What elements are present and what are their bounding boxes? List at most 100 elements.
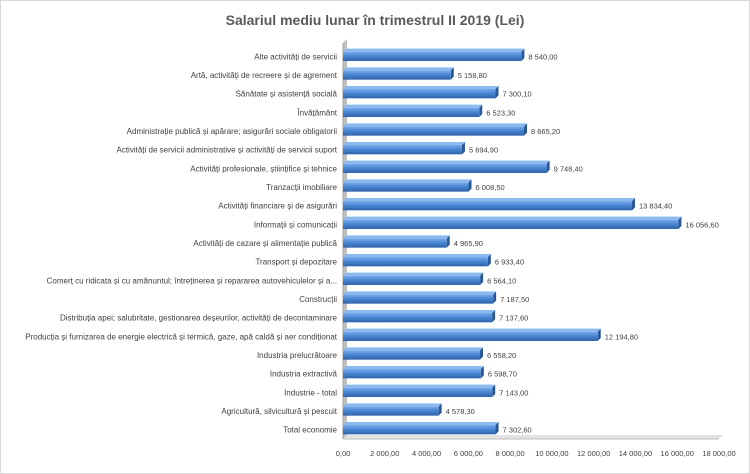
bar (343, 51, 522, 61)
data-label: 6 564,10 (487, 276, 516, 285)
data-label: 8 665,20 (531, 127, 560, 136)
category-label: Producția și furnizarea de energie elect… (25, 332, 338, 341)
bar-side (480, 272, 484, 285)
bar-top (343, 235, 450, 239)
x-tick-label: 6 000,00 (454, 449, 483, 458)
bar (343, 369, 481, 379)
bar (343, 275, 481, 285)
plot-area: 0,00 2 000,00 4 000,00 6 000,00 8 000,00 10 0… (25, 39, 736, 458)
bar-side (546, 160, 550, 173)
x-tick-label: 4 000,00 (412, 449, 441, 458)
data-label: 7 300,10 (502, 90, 531, 99)
data-label: 6 933,40 (495, 258, 524, 267)
bar-top (343, 366, 484, 369)
bar (343, 219, 679, 229)
category-label: Învățământ (296, 108, 337, 117)
data-label: 7 143,00 (499, 388, 528, 397)
category-label: Distribuția apei; salubritate, gestionar… (60, 314, 338, 323)
category-label: Tranzacții imobiliare (266, 183, 337, 192)
bar (343, 350, 480, 360)
bar (343, 163, 547, 173)
bar (343, 126, 525, 136)
bar-top (343, 422, 499, 425)
bar-top (343, 48, 525, 52)
x-tick-label: 18 000,00 (702, 449, 735, 458)
bar (343, 294, 494, 304)
category-label: Activități financiare și de asigurări (218, 202, 337, 211)
category-label: Industrie - total (284, 388, 337, 397)
bar-top (343, 216, 682, 220)
bar-side (487, 254, 491, 267)
bar-top (343, 310, 496, 313)
x-tick-label: 2 000,00 (370, 449, 399, 458)
chart-title: Salariul mediu lunar în trimestrul II 20… (226, 12, 525, 28)
bar-top (343, 104, 483, 108)
bar (343, 89, 496, 99)
category-label: Activități profesionale, științifice și … (190, 164, 337, 173)
bar-top (343, 142, 465, 145)
category-label: Comerț cu ridicata și cu amănuntul; într… (47, 276, 337, 285)
data-label: 16 056,60 (685, 220, 718, 229)
category-label: Activități de cazare și alimentație publ… (193, 239, 337, 248)
x-tick-label: 10 000,00 (535, 449, 568, 458)
data-label: 6 008,50 (476, 183, 505, 192)
category-label: Agricultură, silvicultură și pescuit (221, 407, 337, 416)
bar-side (495, 86, 499, 99)
data-label: 6 523,30 (486, 108, 515, 117)
x-tick-label: 0,00 (336, 449, 351, 458)
bar-top (343, 328, 601, 332)
bar (343, 331, 598, 341)
bar-side (438, 403, 442, 416)
category-label: Administrație publică și apărare; asigur… (127, 127, 338, 136)
category-label: Total economie (283, 426, 337, 435)
data-label: 7 302,60 (503, 426, 532, 435)
data-label: 7 187,50 (500, 295, 529, 304)
x-tick-label: 8 000,00 (496, 449, 525, 458)
bar-side (597, 328, 601, 341)
bar-top (343, 179, 472, 183)
bar (343, 107, 480, 117)
bar-top (343, 403, 442, 407)
category-label: Sănătate și asistență socială (236, 90, 338, 99)
bar-top (343, 123, 528, 127)
category-label: Informații și comunicații (254, 220, 337, 229)
bar-side (524, 123, 528, 136)
category-label: Construcții (299, 295, 337, 304)
bar-side (492, 384, 496, 397)
data-label: 6 598,70 (488, 370, 517, 379)
bar (343, 238, 447, 248)
data-label: 5 694,90 (469, 146, 498, 155)
category-label: Activități de servicii administrative și… (116, 146, 337, 155)
bar (343, 406, 439, 416)
bar-side (468, 179, 472, 192)
bar (343, 145, 462, 155)
bar-top (343, 272, 484, 276)
bar-top (343, 347, 483, 351)
data-label: 4 965,90 (454, 239, 483, 248)
bar-side (479, 104, 483, 117)
bar-top (343, 86, 499, 89)
bar (343, 313, 493, 323)
category-label: Industria extractivă (270, 370, 338, 379)
category-label: Artă, activități de recreere și de agrem… (191, 71, 338, 80)
data-label: 13 834,40 (639, 202, 672, 211)
bar (343, 182, 469, 192)
data-label: 9 748,40 (554, 164, 583, 173)
data-label: 7 137,60 (499, 314, 528, 323)
bar-side (493, 291, 497, 304)
bar-side (678, 216, 682, 229)
x-tick-label: 16 000,00 (661, 449, 694, 458)
bar-top (343, 198, 635, 201)
data-label: 8 540,00 (528, 52, 557, 61)
data-label: 5 158,80 (458, 71, 487, 80)
bar (343, 70, 451, 80)
bar-side (480, 366, 484, 379)
axis-floor (343, 435, 723, 439)
bar-side (492, 310, 496, 323)
bar-top (343, 384, 496, 388)
data-label: 12 194,80 (605, 332, 638, 341)
bar-side (521, 48, 525, 61)
x-tick-label: 12 000,00 (577, 449, 610, 458)
